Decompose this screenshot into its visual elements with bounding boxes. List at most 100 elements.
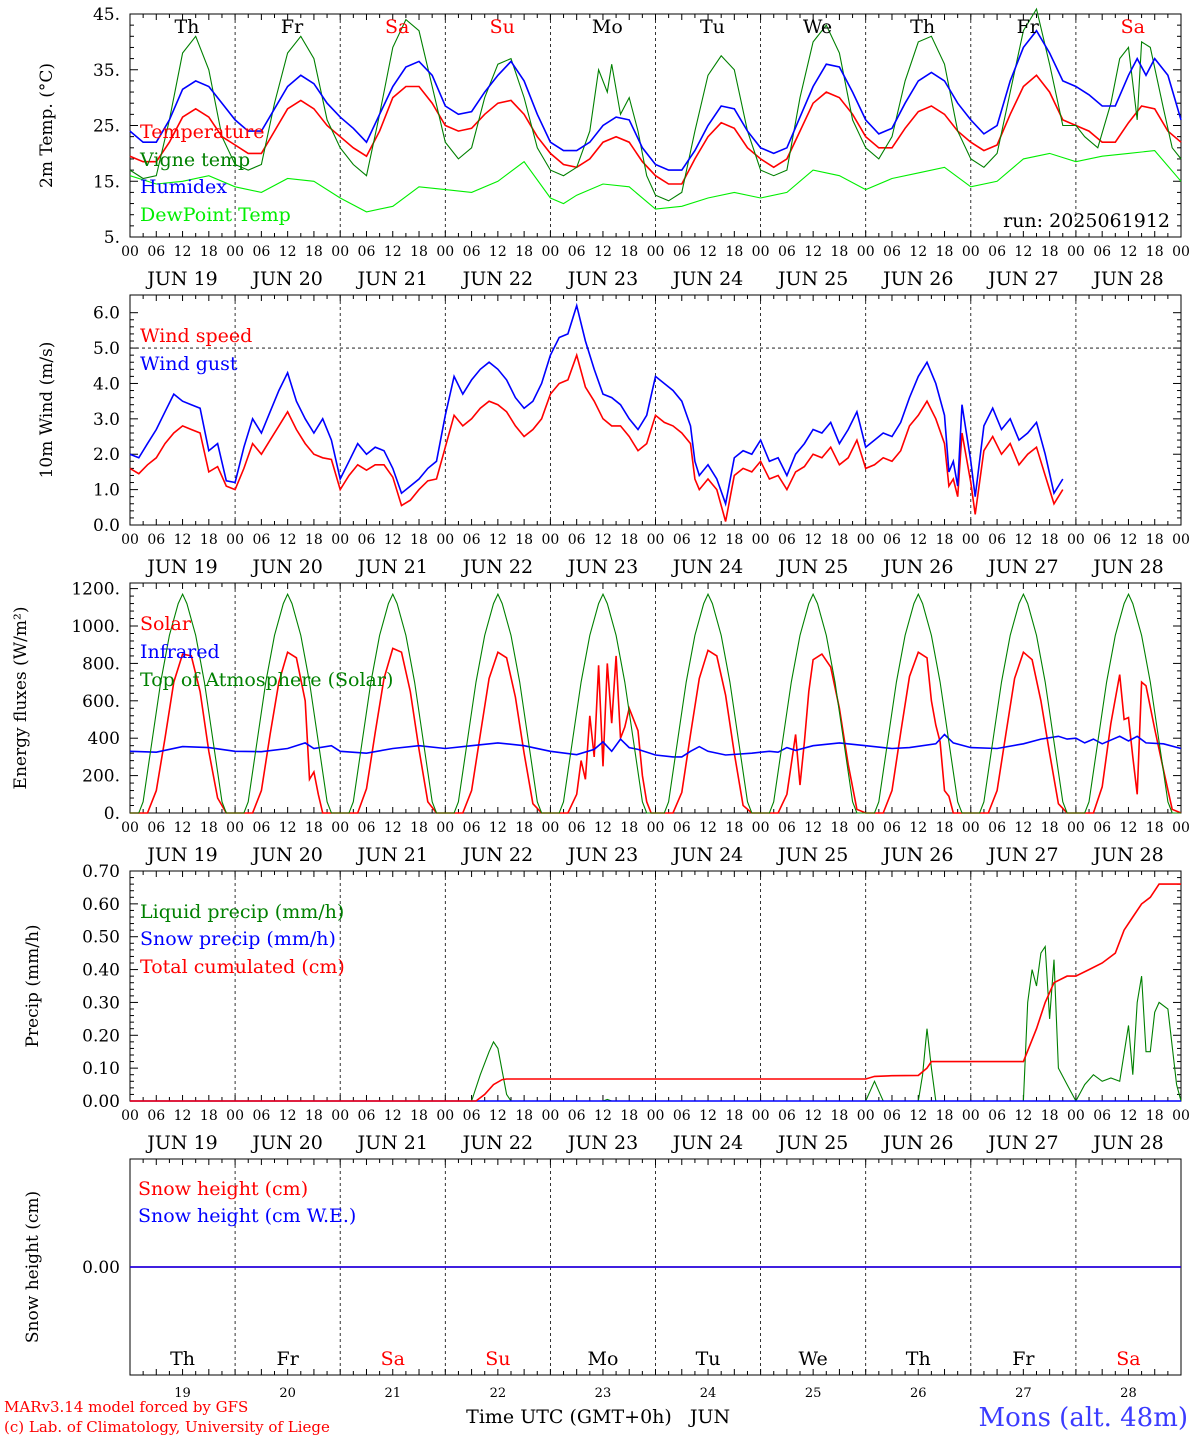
hour-label: 12 <box>384 1108 402 1124</box>
hour-label: 18 <box>831 244 849 260</box>
hour-label: 12 <box>384 820 402 836</box>
hour-label: 06 <box>673 820 691 836</box>
panel-energy: 0. 200. 400 600. 800. 1000. 1200. Energy fluxes… <box>11 580 1190 866</box>
x-axis-title: Time UTC (GMT+0h) <box>466 1406 672 1428</box>
hour-label: 06 <box>358 244 376 260</box>
hour-label: 12 <box>279 820 297 836</box>
date-label: JUN 28 <box>1091 844 1163 866</box>
hour-label: 06 <box>252 820 270 836</box>
y-tick-label: 1.0 <box>93 481 120 501</box>
date-label: JUN 19 <box>145 268 217 290</box>
hour-label: 18 <box>936 820 954 836</box>
hour-label: 18 <box>305 820 323 836</box>
legend-entry: DewPoint Temp <box>140 204 291 226</box>
hour-label: 00 <box>226 1108 244 1124</box>
date-label: JUN 23 <box>566 556 638 578</box>
date-label: JUN 26 <box>881 844 953 866</box>
hour-label: 00 <box>962 244 980 260</box>
legend-entry: Snow height (cm W.E.) <box>138 1205 356 1227</box>
hour-label: 12 <box>594 1108 612 1124</box>
hour-label: 00 <box>647 532 665 548</box>
legend-entry: Top of Atmosphere (Solar) <box>140 669 393 691</box>
y-axis-label: Precip (mm/h) <box>23 924 43 1047</box>
hour-label: 06 <box>568 820 586 836</box>
hour-label: 00 <box>121 1108 139 1124</box>
date-label: JUN 24 <box>671 268 743 290</box>
hour-label: 00 <box>226 820 244 836</box>
y-tick-label: 0.50 <box>82 928 120 948</box>
hour-label: 00 <box>647 820 665 836</box>
date-label: JUN 25 <box>776 556 848 578</box>
legend-entry: Wind gust <box>140 353 238 375</box>
series-line-total-cumulated-cm- <box>130 883 1181 1102</box>
hour-label: 18 <box>620 244 638 260</box>
hour-label: 06 <box>988 1108 1006 1124</box>
series-line-vigne-temp <box>129 7 1182 202</box>
credit-lab-line: (c) Lab. of Climatology, University of L… <box>4 1418 330 1436</box>
series-line-infrared <box>129 733 1182 758</box>
hour-label: 06 <box>778 244 796 260</box>
hour-label: 12 <box>489 820 507 836</box>
weekday-label-bottom: Sa <box>1116 1348 1140 1370</box>
hour-label: 18 <box>831 532 849 548</box>
hour-label: 18 <box>725 1108 743 1124</box>
y-tick-label: 0.70 <box>82 862 120 882</box>
y-axis-label: 10m Wind (m/s) <box>37 342 57 479</box>
hour-label: 12 <box>804 1108 822 1124</box>
hour-label: 12 <box>594 532 612 548</box>
hour-label: 18 <box>410 820 428 836</box>
hour-label: 00 <box>752 1108 770 1124</box>
date-label: JUN 22 <box>461 1132 533 1154</box>
hour-label: 00 <box>857 1108 875 1124</box>
y-tick-label: 0. <box>104 804 120 824</box>
hour-label: 06 <box>1093 244 1111 260</box>
y-tick-label: 5.0 <box>93 339 120 359</box>
hour-label: 12 <box>1014 532 1032 548</box>
hour-label: 00 <box>121 532 139 548</box>
date-label: JUN 25 <box>776 268 848 290</box>
hour-label: 06 <box>463 532 481 548</box>
day-number-label: 25 <box>805 1386 822 1401</box>
hour-label: 12 <box>804 820 822 836</box>
date-label: JUN 24 <box>671 1132 743 1154</box>
hour-label: 00 <box>121 820 139 836</box>
hour-label: 18 <box>1146 1108 1164 1124</box>
date-label: JUN 21 <box>356 556 428 578</box>
hour-label: 18 <box>1041 820 1059 836</box>
hour-label: 12 <box>489 244 507 260</box>
hour-label: 00 <box>436 532 454 548</box>
date-label: JUN 25 <box>776 844 848 866</box>
panel-snow: 0.00 Snow height (cm) Snow height (cm) Snow… <box>23 1158 1182 1376</box>
hour-label: 18 <box>410 1108 428 1124</box>
date-label: JUN 19 <box>145 844 217 866</box>
hour-label: 00 <box>436 1108 454 1124</box>
date-label: JUN 21 <box>356 844 428 866</box>
y-tick-label: 45. <box>93 5 120 25</box>
hour-label: 00 <box>1172 244 1190 260</box>
day-number-label: 23 <box>595 1386 612 1401</box>
date-label: JUN 28 <box>1091 1132 1163 1154</box>
hour-label: 06 <box>147 244 165 260</box>
hour-label: 06 <box>147 1108 165 1124</box>
series-line-top-of-atmosphere-solar- <box>130 592 1181 814</box>
hour-label: 18 <box>1041 1108 1059 1124</box>
legend-entry: Infrared <box>140 641 220 663</box>
hour-label: 18 <box>1146 244 1164 260</box>
hour-label: 12 <box>699 244 717 260</box>
hour-label: 06 <box>778 1108 796 1124</box>
series-line-dewpoint-temp <box>129 150 1182 213</box>
hour-label: 18 <box>831 1108 849 1124</box>
date-label: JUN 26 <box>881 268 953 290</box>
weekday-label-bottom: Tu <box>696 1348 721 1370</box>
hour-label: 18 <box>200 1108 218 1124</box>
hour-label: 06 <box>1093 532 1111 548</box>
hour-label: 12 <box>174 1108 192 1124</box>
date-label: JUN 20 <box>250 268 322 290</box>
hour-label: 06 <box>673 532 691 548</box>
date-label: JUN 24 <box>671 844 743 866</box>
date-label: JUN 27 <box>986 1132 1058 1154</box>
date-label: JUN 19 <box>145 1132 217 1154</box>
legend-entry: Temperature <box>140 121 264 143</box>
date-label: JUN 22 <box>461 556 533 578</box>
date-label: JUN 21 <box>356 268 428 290</box>
